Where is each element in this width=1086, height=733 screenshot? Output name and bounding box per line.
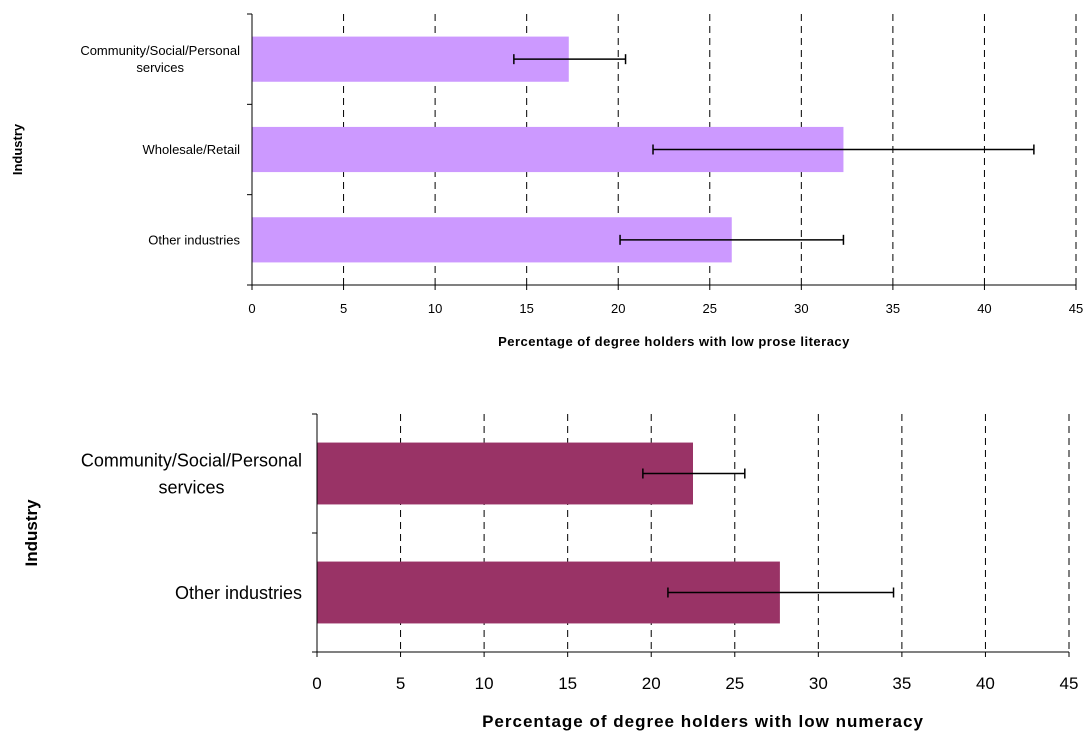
x-axis-title: Percentage of degree holders with low pr…	[498, 334, 850, 349]
category-label: Other industries	[175, 583, 302, 603]
x-tick-label: 20	[611, 301, 625, 316]
x-tick-label: 15	[519, 301, 533, 316]
y-axis-title: Industry	[22, 499, 41, 567]
x-axis-title: Percentage of degree holders with low nu…	[482, 712, 924, 731]
x-tick-label: 40	[976, 674, 995, 693]
x-tick-label: 0	[312, 674, 321, 693]
category-label: Community/Social/Personal	[80, 43, 240, 58]
category-label: Wholesale/Retail	[142, 142, 240, 157]
x-tick-label: 45	[1069, 301, 1083, 316]
x-tick-label: 25	[703, 301, 717, 316]
x-tick-label: 15	[558, 674, 577, 693]
category-label: services	[158, 477, 224, 497]
category-label: Community/Social/Personal	[81, 450, 302, 470]
bar	[317, 442, 693, 505]
x-tick-label: 35	[886, 301, 900, 316]
x-tick-label: 10	[475, 674, 494, 693]
x-tick-label: 10	[428, 301, 442, 316]
x-tick-label: 30	[794, 301, 808, 316]
x-tick-label: 25	[725, 674, 744, 693]
x-tick-label: 5	[396, 674, 405, 693]
x-tick-label: 45	[1060, 674, 1079, 693]
category-label: services	[136, 60, 184, 75]
x-tick-label: 35	[892, 674, 911, 693]
x-tick-label: 5	[340, 301, 347, 316]
x-tick-label: 40	[977, 301, 991, 316]
y-axis-title: Industry	[10, 123, 25, 175]
category-label: Other industries	[148, 232, 240, 247]
x-tick-label: 30	[809, 674, 828, 693]
x-tick-label: 20	[642, 674, 661, 693]
x-tick-label: 0	[248, 301, 255, 316]
